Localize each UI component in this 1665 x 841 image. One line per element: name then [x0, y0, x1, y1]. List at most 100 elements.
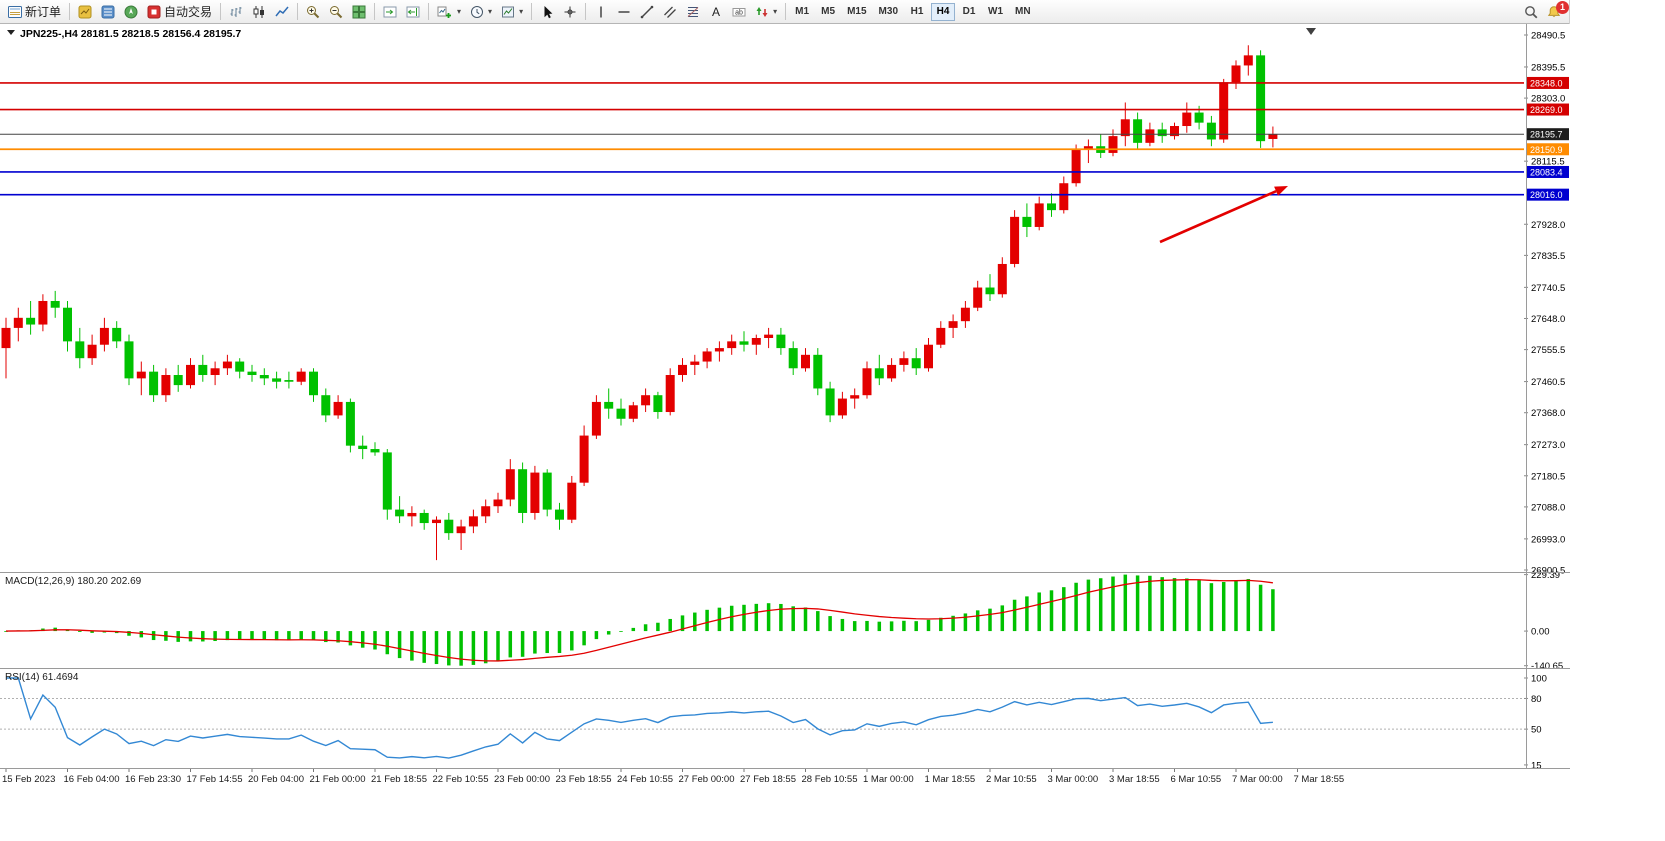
channel-icon — [664, 6, 677, 18]
time-tick-label: 16 Feb 04:00 — [64, 774, 120, 785]
notifications-button[interactable]: 1 — [1543, 0, 1569, 22]
chart-canvas[interactable]: 28348.0 28269.0 28195.7 28150.9 28083.4 28016… — [0, 24, 1570, 793]
timeframe-h1-button[interactable]: H1 — [905, 3, 929, 21]
price-tick-label: 27273.0 — [1531, 440, 1565, 451]
tile-windows-button[interactable] — [348, 2, 370, 22]
price-tick-label: 27835.5 — [1531, 251, 1565, 262]
zoom-in-icon — [307, 5, 320, 18]
candles-layer — [1, 45, 1278, 561]
fibonacci-icon — [687, 6, 699, 17]
time-tick-label: 16 Feb 23:30 — [125, 774, 181, 785]
price-tick-label: 27740.5 — [1531, 283, 1565, 294]
price-tick-label: 28303.0 — [1531, 94, 1565, 105]
text-button[interactable]: A — [705, 2, 727, 22]
time-tick-label: 7 Mar 18:55 — [1294, 774, 1345, 785]
crosshair-button[interactable] — [559, 2, 581, 22]
arrows-button[interactable]: ▾ — [751, 2, 781, 22]
order-ticket-icon — [8, 5, 22, 18]
timeframe-h4-button[interactable]: H4 — [931, 2, 955, 21]
navigator-icon — [124, 5, 138, 18]
timeframe-m1-button[interactable]: M1 — [790, 3, 814, 21]
line-chart-icon — [275, 6, 289, 16]
time-tick-label: 27 Feb 18:55 — [740, 774, 796, 785]
macd-panel: 229.39 0.00 -140.65 MACD(12,26,9) 180.20 20… — [4, 570, 1563, 672]
chart-shift-marker[interactable] — [1306, 28, 1316, 35]
price-tick-label: 27928.0 — [1531, 220, 1565, 231]
periods-button[interactable]: ▾ — [466, 2, 496, 22]
chart-shift-icon — [406, 6, 420, 17]
new-order-button[interactable]: 新订单 — [4, 2, 65, 22]
line-chart-button[interactable] — [271, 2, 293, 22]
macd-signal-line — [5, 579, 1273, 662]
notification-badge: 1 — [1556, 0, 1569, 14]
symbol-info: JPN225-,H4 28181.5 28218.5 28156.4 28195… — [7, 28, 241, 40]
bar-chart-button[interactable] — [225, 2, 247, 22]
cursor-icon — [544, 5, 553, 18]
text-label-icon: ab — [732, 7, 746, 16]
timeframe-m15-button[interactable]: M15 — [842, 3, 871, 21]
timeframe-d1-button[interactable]: D1 — [957, 3, 981, 21]
timeframe-mn-button[interactable]: MN — [1010, 3, 1036, 21]
new-chart-button[interactable]: ▾ — [433, 2, 465, 22]
price-line-label — [1527, 188, 1569, 201]
rsi-axis-label: 15 — [1531, 760, 1542, 771]
text-label-button[interactable]: ab — [728, 2, 750, 22]
cursor-button[interactable] — [536, 2, 558, 22]
price-tick-label: 27368.0 — [1531, 408, 1565, 419]
time-axis[interactable]: 15 Feb 2023 16 Feb 04:00 16 Feb 23:30 17 Fe… — [2, 768, 1344, 785]
time-tick-label: 28 Feb 10:55 — [802, 774, 858, 785]
data-window-button[interactable] — [97, 2, 119, 22]
toolbar-separator — [220, 3, 222, 20]
price-line-label — [1527, 103, 1569, 116]
candlestick-chart-button[interactable] — [248, 2, 270, 22]
zoom-out-icon — [330, 5, 343, 18]
new-order-label: 新订单 — [25, 5, 62, 19]
timeframe-m30-button[interactable]: M30 — [874, 3, 903, 21]
trendline-button[interactable] — [636, 2, 658, 22]
market-watch-button[interactable] — [74, 2, 96, 22]
auto-trading-button[interactable]: 自动交易 — [143, 2, 216, 22]
data-window-icon — [101, 5, 115, 18]
vertical-line-icon — [600, 6, 602, 17]
channel-button[interactable] — [659, 2, 681, 22]
price-tick-label: 27088.0 — [1531, 502, 1565, 513]
time-tick-label: 21 Feb 00:00 — [310, 774, 366, 785]
price-line-label-text: 28150.9 — [1530, 145, 1563, 155]
time-tick-label: 17 Feb 14:55 — [187, 774, 243, 785]
search-button[interactable] — [1520, 2, 1542, 22]
auto-scroll-button[interactable] — [379, 2, 401, 22]
price-axis[interactable]: 28490.5 28395.5 28303.0 28115.5 27928.0 27835… — [1524, 31, 1565, 577]
price-tick-label: 27180.5 — [1531, 471, 1565, 482]
fibonacci-button[interactable] — [682, 2, 704, 22]
vertical-line-button[interactable] — [590, 2, 612, 22]
auto-trading-icon — [147, 5, 161, 18]
symbol-info-text: JPN225-,H4 28181.5 28218.5 28156.4 28195… — [20, 28, 241, 40]
price-tick-label: 27555.5 — [1531, 345, 1565, 356]
svg-text:ab: ab — [735, 9, 743, 16]
zoom-out-button[interactable] — [325, 2, 347, 22]
timeframe-w1-button[interactable]: W1 — [983, 3, 1008, 21]
clock-icon — [471, 5, 484, 18]
navigator-button[interactable] — [120, 2, 142, 22]
symbol-collapse-icon[interactable] — [7, 30, 15, 35]
price-tick-label: 28490.5 — [1531, 31, 1565, 42]
zoom-in-button[interactable] — [302, 2, 324, 22]
macd-label: MACD(12,26,9) 180.20 202.69 — [5, 576, 142, 587]
rsi-axis-label: 80 — [1531, 694, 1542, 705]
price-line-label — [1527, 128, 1569, 141]
price-line-label-text: 28083.4 — [1530, 167, 1563, 177]
horizontal-line-button[interactable] — [613, 2, 635, 22]
price-line-label-text: 28348.0 — [1530, 78, 1563, 88]
rsi-line — [6, 677, 1273, 759]
annotation-arrow[interactable] — [1159, 186, 1288, 244]
crosshair-icon — [564, 6, 576, 17]
price-tick-label: 27460.5 — [1531, 377, 1565, 388]
templates-button[interactable]: ▾ — [497, 2, 527, 22]
chart-shift-button[interactable] — [402, 2, 424, 22]
dropdown-caret: ▾ — [488, 7, 493, 16]
rsi-label: RSI(14) 61.4694 — [5, 672, 79, 683]
macd-axis-label: 0.00 — [1531, 627, 1550, 638]
timeframe-m5-button[interactable]: M5 — [816, 3, 840, 21]
price-line-label-text: 28195.7 — [1530, 130, 1563, 140]
macd-axis-label: 229.39 — [1531, 570, 1560, 581]
